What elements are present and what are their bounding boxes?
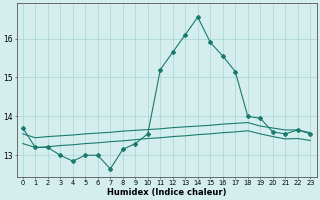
X-axis label: Humidex (Indice chaleur): Humidex (Indice chaleur) (107, 188, 226, 197)
